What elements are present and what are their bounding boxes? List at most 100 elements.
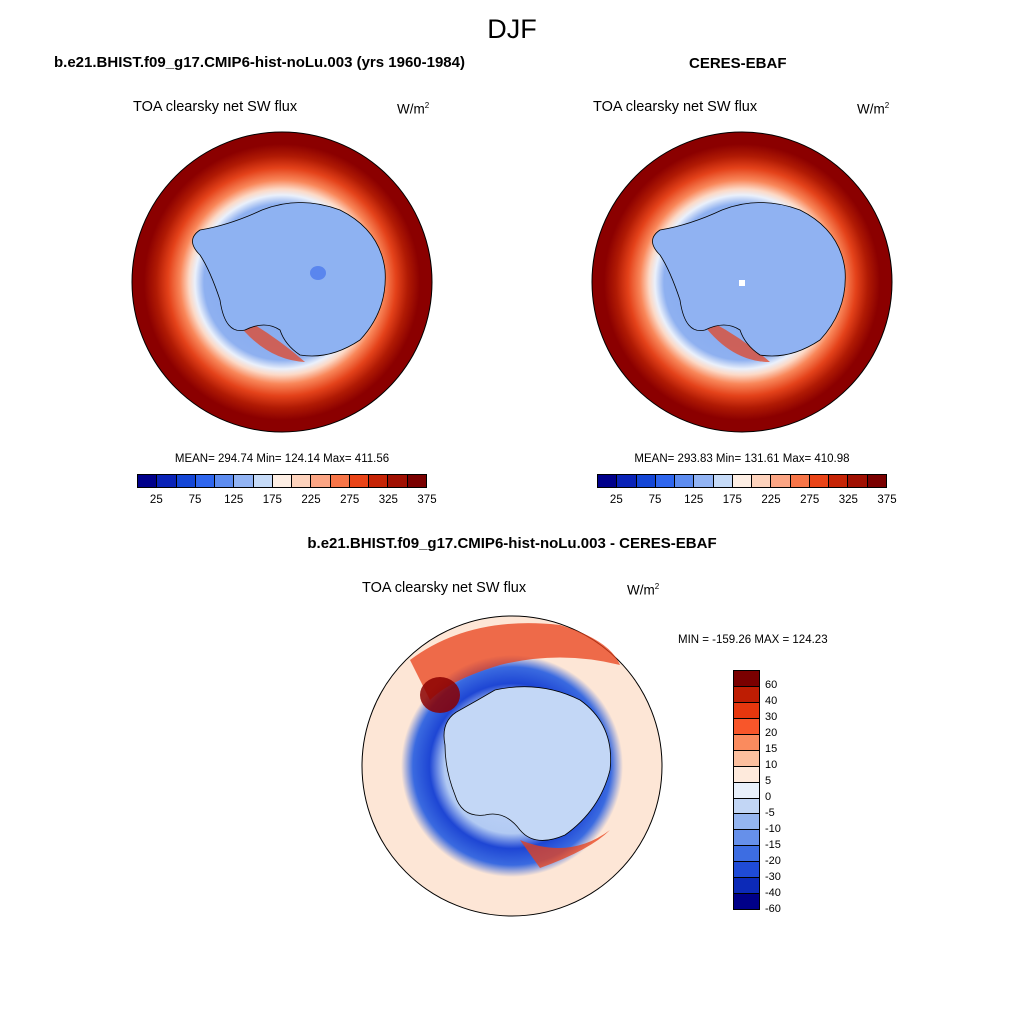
model-colorbar [137, 474, 427, 488]
obs-units-label: W/m2 [857, 101, 890, 117]
colorbar-level-label: 0 [765, 791, 772, 803]
colorbar-swatch [330, 475, 350, 487]
colorbar-swatch [734, 782, 759, 799]
model-colorbar-ticks: 25 75 125 175 225 275 325 375 [137, 494, 437, 508]
obs-map [591, 131, 893, 433]
colorbar-swatch [176, 475, 196, 487]
colorbar-swatch [713, 475, 733, 487]
colorbar-level-label: -30 [765, 871, 781, 883]
colorbar-tick-label: 125 [684, 494, 704, 506]
colorbar-level-label: 30 [765, 711, 778, 723]
colorbar-tick-label: 75 [188, 494, 202, 506]
obs-panel-title: CERES-EBAF [689, 55, 787, 72]
colorbar-swatch [195, 475, 216, 487]
diff-positive-band-north [410, 623, 620, 700]
colorbar-swatch [215, 475, 235, 487]
colorbar-swatch [734, 846, 759, 863]
colorbar-swatch [771, 475, 791, 487]
colorbar-swatch [311, 475, 331, 487]
colorbar-swatch [157, 475, 177, 487]
colorbar-swatch [253, 475, 273, 487]
colorbar-swatch [138, 475, 158, 487]
colorbar-tick-label: 125 [224, 494, 244, 506]
colorbar-swatch [636, 475, 656, 487]
colorbar-level-label: 20 [765, 727, 778, 739]
colorbar-tick-label: 275 [800, 494, 820, 506]
obs-interior-patch [739, 280, 745, 286]
model-variable-label: TOA clearsky net SW flux [133, 99, 298, 115]
model-map [131, 131, 433, 433]
model-units-label: W/m2 [397, 101, 430, 117]
colorbar-swatch [732, 475, 753, 487]
colorbar-tick-label: 275 [340, 494, 360, 506]
diff-positive-band-south [520, 830, 610, 868]
colorbar-swatch [790, 475, 810, 487]
colorbar-swatch [829, 475, 849, 487]
colorbar-swatch [734, 718, 759, 735]
colorbar-swatch [867, 475, 886, 487]
obs-colorbar [597, 474, 887, 488]
colorbar-tick-label: 325 [838, 494, 858, 506]
model-antarctic-coastline [192, 202, 386, 357]
colorbar-tick-label: 75 [648, 494, 662, 506]
obs-antarctic-coastline [652, 202, 846, 357]
colorbar-level-label: 10 [765, 759, 778, 771]
colorbar-swatch [734, 814, 759, 831]
colorbar-swatch [734, 686, 759, 703]
colorbar-swatch [655, 475, 676, 487]
diff-map [361, 615, 663, 917]
colorbar-swatch [407, 475, 426, 487]
colorbar-level-label: 5 [765, 775, 772, 787]
colorbar-swatch [734, 734, 759, 751]
diff-units-label: W/m2 [627, 582, 660, 598]
colorbar-swatch [809, 475, 830, 487]
obs-stats: MEAN= 293.83 Min= 131.61 Max= 410.98 [634, 453, 850, 465]
obs-colorbar-ticks: 25 75 125 175 225 275 325 375 [597, 494, 897, 508]
colorbar-swatch [369, 475, 389, 487]
colorbar-swatch [292, 475, 312, 487]
model-stats: MEAN= 294.74 Min= 124.14 Max= 411.56 [174, 453, 390, 465]
colorbar-tick-label: 225 [761, 494, 781, 506]
colorbar-tick-label: 25 [609, 494, 623, 506]
diff-panel-title: b.e21.BHIST.f09_g17.CMIP6-hist-noLu.003 … [307, 535, 717, 552]
colorbar-level-label: 40 [765, 695, 778, 707]
colorbar-swatch [734, 702, 759, 719]
colorbar-level-label: 15 [765, 743, 778, 755]
model-interior-low [310, 266, 326, 280]
colorbar-tick-label: 375 [877, 494, 897, 506]
colorbar-level-label: -40 [765, 887, 781, 899]
colorbar-swatch [734, 671, 759, 687]
diff-antarctic-coastline [443, 686, 611, 841]
model-warm-anomaly [235, 320, 305, 362]
colorbar-level-label: -60 [765, 903, 781, 915]
colorbar-swatch [734, 830, 759, 847]
diff-stats: MIN = -159.26 MAX = 124.23 [678, 634, 828, 646]
colorbar-swatch [675, 475, 695, 487]
colorbar-level-label: -20 [765, 855, 781, 867]
colorbar-swatch [734, 862, 759, 879]
colorbar-swatch [388, 475, 408, 487]
colorbar-swatch [349, 475, 370, 487]
figure-title: DJF [487, 14, 537, 44]
colorbar-tick-label: 175 [262, 494, 282, 506]
colorbar-level-label: -15 [765, 839, 781, 851]
colorbar-tick-label: 25 [149, 494, 163, 506]
colorbar-tick-label: 375 [417, 494, 437, 506]
colorbar-level-label: -10 [765, 823, 781, 835]
colorbar-swatch [272, 475, 293, 487]
colorbar-tick-label: 225 [301, 494, 321, 506]
diff-positive-maximum [420, 677, 460, 713]
colorbar-tick-label: 175 [722, 494, 742, 506]
colorbar-level-label: -5 [765, 807, 775, 819]
colorbar-swatch [734, 878, 759, 895]
colorbar-swatch [734, 750, 759, 767]
colorbar-level-label: 60 [765, 679, 778, 691]
colorbar-tick-label: 325 [378, 494, 398, 506]
colorbar-swatch [734, 894, 759, 910]
colorbar-swatch [848, 475, 868, 487]
colorbar-swatch [598, 475, 618, 487]
obs-warm-anomaly [700, 320, 770, 362]
colorbar-swatch [617, 475, 637, 487]
diff-colorbar [733, 670, 760, 910]
